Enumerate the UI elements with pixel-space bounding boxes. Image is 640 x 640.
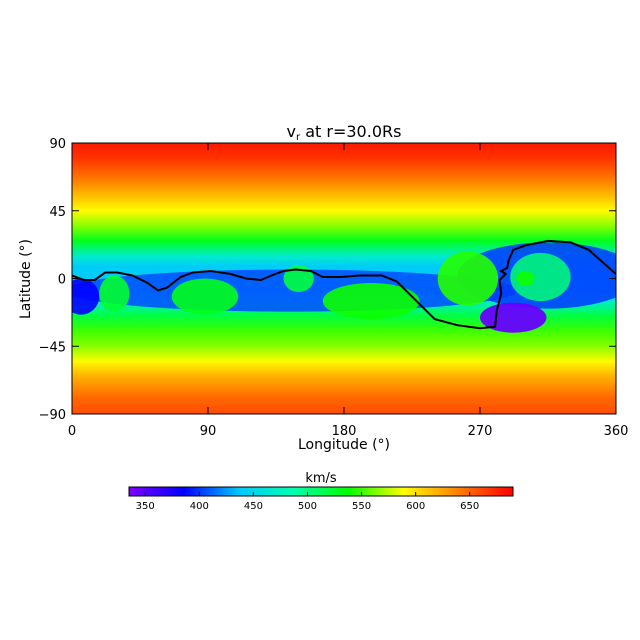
fast-patch-small xyxy=(516,270,535,287)
colorbar-tick-label: 550 xyxy=(352,501,371,512)
fast-patch xyxy=(437,251,499,306)
x-tick-label: 270 xyxy=(468,424,493,439)
x-tick-label: 90 xyxy=(200,424,217,439)
y-tick-label: 90 xyxy=(49,137,66,152)
title-symbol: v xyxy=(287,122,296,141)
y-axis-label: Latitude (°) xyxy=(18,239,34,319)
current-sheet-line xyxy=(72,239,616,330)
colorbar-tick-label: 600 xyxy=(406,501,425,512)
y-tick-label: 45 xyxy=(49,205,66,220)
fast-patch xyxy=(322,283,420,320)
x-axis: 0 90 180 270 360 xyxy=(68,143,629,439)
colorbar-tick-label: 500 xyxy=(298,501,317,512)
y-tick-label: 0 xyxy=(58,273,66,288)
colorbar xyxy=(128,486,514,497)
colorbar-tick-label: 400 xyxy=(190,501,209,512)
y-tick-label: −90 xyxy=(39,408,66,423)
colorbar-label: km/s xyxy=(305,471,337,486)
x-tick-label: 180 xyxy=(332,424,357,439)
colorbar-tick-label: 350 xyxy=(136,501,155,512)
title-suffix: at r=30.0Rs xyxy=(300,122,401,141)
fast-patch xyxy=(283,264,314,293)
heatmap-structures xyxy=(72,242,616,333)
colorbar-ticks: 350 400 450 500 550 600 650 xyxy=(136,492,479,512)
x-tick-label: 0 xyxy=(68,424,76,439)
heatmap xyxy=(72,143,616,414)
colorbar-tick-label: 450 xyxy=(244,501,263,512)
y-axis: 90 45 0 −45 −90 xyxy=(39,137,616,423)
fast-patch xyxy=(171,278,239,315)
fast-patch xyxy=(510,252,571,302)
slow-region-left xyxy=(72,278,100,315)
title-subscript: r xyxy=(296,132,301,143)
chart-title: vr at r=30.0Rs xyxy=(287,122,402,143)
fast-patch xyxy=(99,275,130,312)
y-tick-label: −45 xyxy=(39,340,66,355)
x-axis-label: Longitude (°) xyxy=(298,437,390,453)
x-tick-label: 360 xyxy=(604,424,629,439)
colorbar-tick-label: 650 xyxy=(460,501,479,512)
